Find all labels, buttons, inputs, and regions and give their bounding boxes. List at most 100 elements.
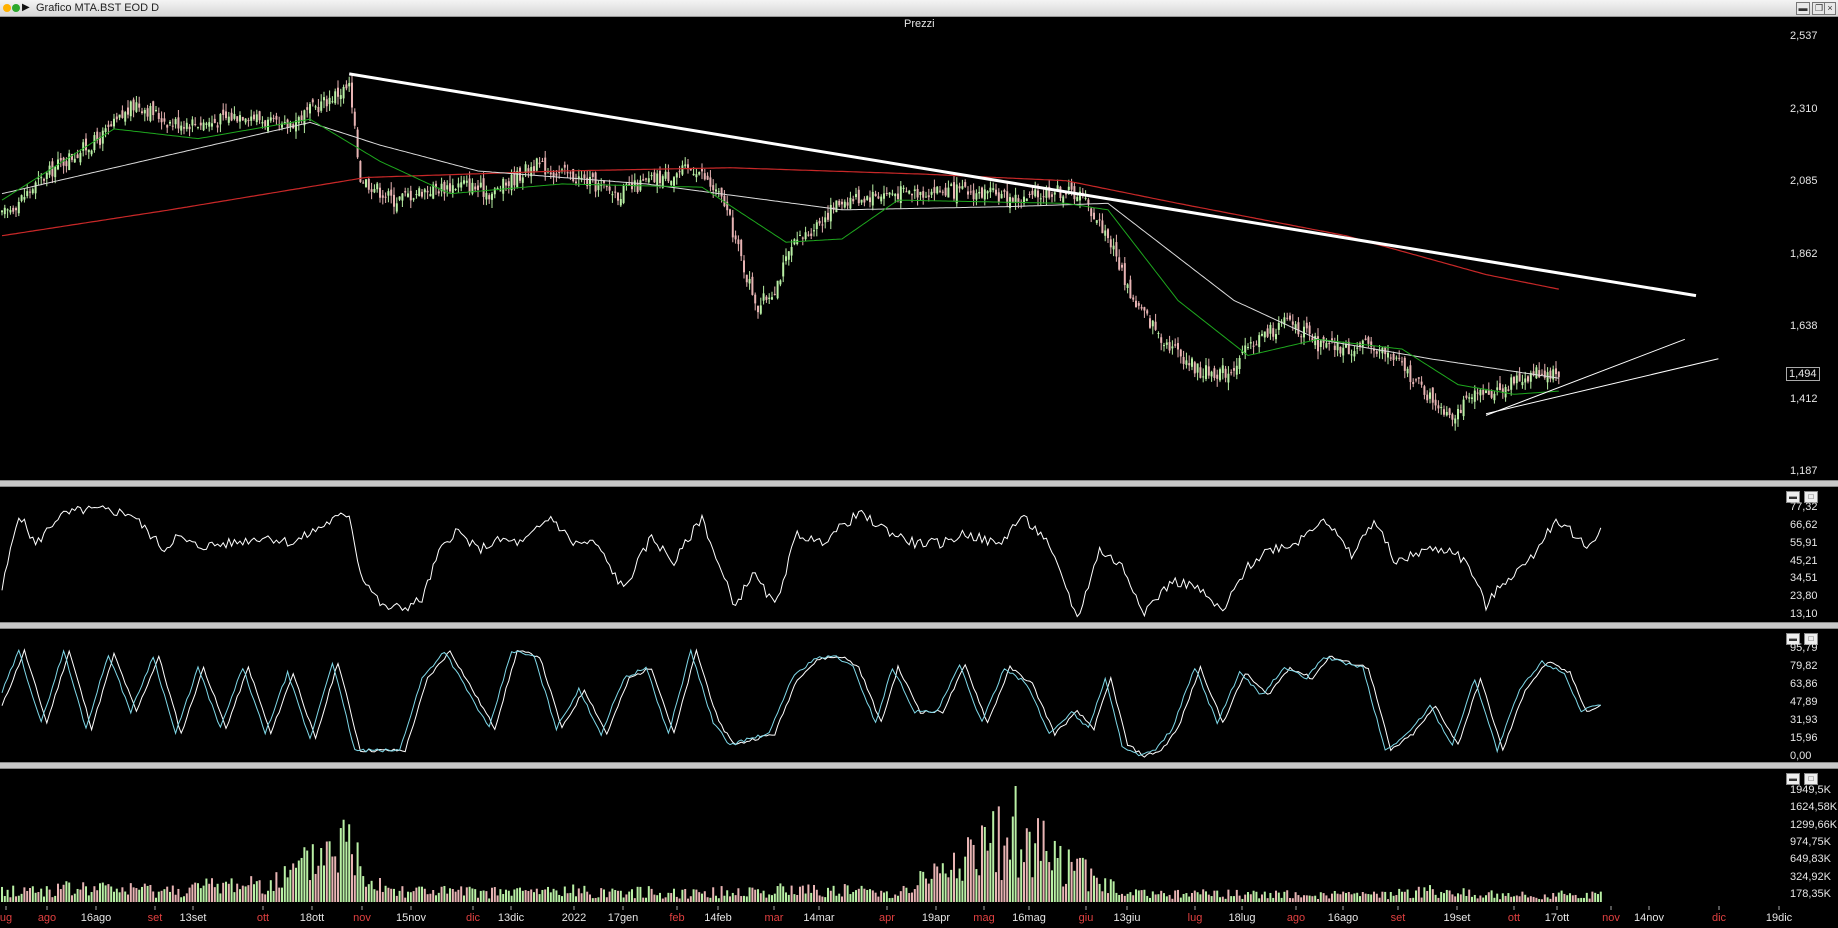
- candle-body: [810, 233, 813, 236]
- candle-body: [1095, 220, 1098, 223]
- candle-body: [1098, 219, 1101, 221]
- candle-body: [1373, 348, 1375, 351]
- volume-panel[interactable]: [0, 782, 1785, 906]
- candle-body: [1283, 317, 1286, 325]
- candle-body: [703, 173, 706, 180]
- volume-bar: [115, 888, 118, 902]
- candle-body: [911, 193, 913, 196]
- volume-bar: [1244, 894, 1247, 902]
- volume-bar: [1168, 894, 1171, 902]
- volume-bar: [1395, 895, 1398, 902]
- candle-body: [1056, 185, 1059, 190]
- candle-body: [12, 207, 15, 212]
- candle-body: [1076, 197, 1079, 202]
- volume-bar: [843, 884, 846, 902]
- volume-bar: [398, 890, 401, 902]
- volume-bar: [944, 873, 947, 902]
- x-tick-label: 14mar: [803, 912, 835, 924]
- candle-body: [1258, 335, 1261, 348]
- candle-body: [969, 191, 972, 193]
- candle-body: [771, 297, 773, 300]
- minimize-panel-button[interactable]: ▬: [1786, 633, 1800, 645]
- volume-bar: [365, 886, 367, 902]
- volume-bar: [1104, 878, 1107, 902]
- rsi-panel[interactable]: [0, 500, 1785, 622]
- volume-bar: [995, 872, 997, 902]
- candle-body: [1527, 376, 1529, 382]
- candle-body: [835, 200, 838, 213]
- candle-body: [225, 111, 227, 119]
- volume-bar: [510, 895, 513, 902]
- volume-bar: [474, 889, 477, 902]
- candle-body: [1426, 394, 1429, 401]
- minimize-button[interactable]: ▬: [1796, 2, 1810, 15]
- axis-tick-label: 1,862: [1790, 247, 1818, 260]
- volume-bar: [835, 895, 838, 902]
- candle-body: [191, 119, 194, 126]
- volume-bar: [1518, 896, 1521, 902]
- volume-bar: [1076, 858, 1079, 902]
- candle-body: [1417, 377, 1420, 379]
- volume-bar: [432, 889, 435, 902]
- volume-bar: [1378, 897, 1381, 902]
- candle-body: [1538, 370, 1541, 378]
- volume-bar: [807, 884, 810, 902]
- volume-bar: [1101, 891, 1104, 902]
- volume-bar: [1034, 843, 1037, 902]
- candle-body: [695, 174, 698, 178]
- candle-body: [163, 118, 166, 122]
- candle-body: [992, 188, 995, 191]
- volume-bar: [339, 828, 342, 902]
- candle-body: [1429, 392, 1431, 399]
- volume-bar: [127, 894, 129, 902]
- price-panel[interactable]: [0, 31, 1785, 479]
- volume-bar: [1129, 892, 1132, 902]
- candle-body: [423, 189, 426, 193]
- candle-body: [653, 172, 656, 183]
- volume-bar: [603, 889, 605, 902]
- panel-separator[interactable]: [0, 480, 1838, 487]
- volume-bar: [275, 872, 278, 902]
- candle-body: [950, 184, 953, 186]
- maximize-panel-button[interactable]: □: [1804, 773, 1818, 785]
- candle-body: [407, 193, 409, 197]
- candle-body: [939, 190, 941, 192]
- candle-body: [113, 118, 115, 127]
- volume-bar: [342, 819, 345, 902]
- candle-body: [269, 117, 272, 121]
- candle-body: [412, 198, 415, 200]
- volume-bar: [185, 893, 188, 902]
- x-tick-label: ago: [1287, 912, 1305, 924]
- candle-body: [748, 278, 751, 284]
- maximize-panel-button[interactable]: □: [1804, 491, 1818, 503]
- axis-tick-label: 1,412: [1790, 392, 1818, 405]
- ma-mid-line: [1, 121, 1559, 379]
- panel-separator[interactable]: [0, 622, 1838, 629]
- candle-body: [409, 190, 412, 201]
- close-button[interactable]: ×: [1824, 2, 1836, 15]
- x-tick-label: dic: [1712, 912, 1727, 924]
- volume-bar: [866, 889, 869, 902]
- volume-bar: [863, 888, 866, 902]
- volume-bar: [1017, 877, 1020, 902]
- panel-separator[interactable]: [0, 762, 1838, 769]
- candle-body: [1291, 321, 1294, 325]
- candle-body: [199, 122, 202, 126]
- candle-body: [451, 185, 454, 194]
- candle-body: [1221, 365, 1224, 374]
- maximize-panel-button[interactable]: □: [1804, 633, 1818, 645]
- candle-body: [773, 293, 776, 295]
- axis-tick-label: 1624,58K: [1790, 801, 1838, 814]
- minimize-panel-button[interactable]: ▬: [1786, 773, 1800, 785]
- volume-bar: [247, 885, 250, 902]
- candle-body: [575, 181, 577, 184]
- volume-bar: [1353, 893, 1356, 902]
- volume-bar: [1098, 883, 1101, 902]
- play-icon[interactable]: ▶: [22, 2, 30, 13]
- candle-body: [437, 191, 440, 194]
- volume-bar: [1143, 889, 1146, 902]
- stochastic-panel[interactable]: [0, 642, 1785, 762]
- minimize-panel-button[interactable]: ▬: [1786, 491, 1800, 503]
- candle-body: [443, 181, 446, 194]
- volume-bar: [1025, 828, 1028, 902]
